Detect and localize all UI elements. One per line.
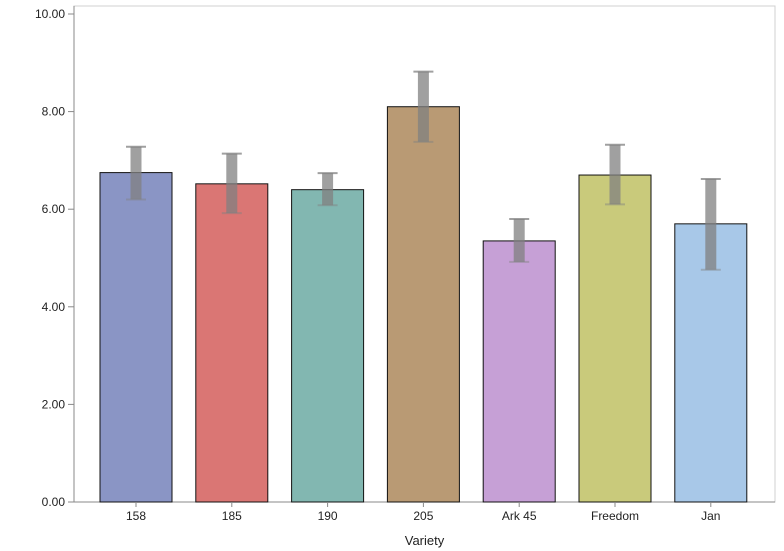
error-bar — [513, 218, 525, 262]
bar — [386, 106, 460, 503]
x-tick-label: Ark 45 — [502, 509, 537, 523]
error-bar — [609, 144, 621, 205]
error-bar — [322, 173, 334, 206]
bar — [99, 172, 173, 503]
bar — [674, 223, 748, 503]
y-tick-label: 0.00 — [42, 495, 66, 509]
error-bar — [226, 153, 238, 214]
x-tick-label: 190 — [318, 509, 338, 523]
y-tick-label: 4.00 — [42, 300, 66, 314]
x-axis-title: Variety — [405, 533, 445, 548]
y-tick-label: 2.00 — [42, 397, 66, 411]
bars — [99, 106, 748, 503]
bar — [195, 183, 269, 503]
bar — [482, 240, 556, 503]
x-tick-label: Freedom — [591, 509, 639, 523]
error-bar — [705, 178, 717, 270]
x-tick-label: 185 — [222, 509, 242, 523]
x-tick-label: 158 — [126, 509, 146, 523]
x-tick-label: 205 — [413, 509, 433, 523]
error-bar — [417, 71, 429, 142]
x-tick-label: Jan — [701, 509, 720, 523]
bar — [578, 174, 652, 503]
x-axis: 158 185 190 205 Ark 45 Freedom Jan — [126, 502, 720, 523]
error-bars — [126, 70, 721, 271]
bar — [291, 189, 365, 503]
error-bar — [130, 146, 142, 200]
y-axis: 0.00 2.00 4.00 6.00 8.00 10.00 — [35, 7, 74, 509]
y-tick-label: 10.00 — [35, 7, 65, 21]
y-tick-label: 8.00 — [42, 105, 66, 119]
y-tick-label: 6.00 — [42, 202, 66, 216]
